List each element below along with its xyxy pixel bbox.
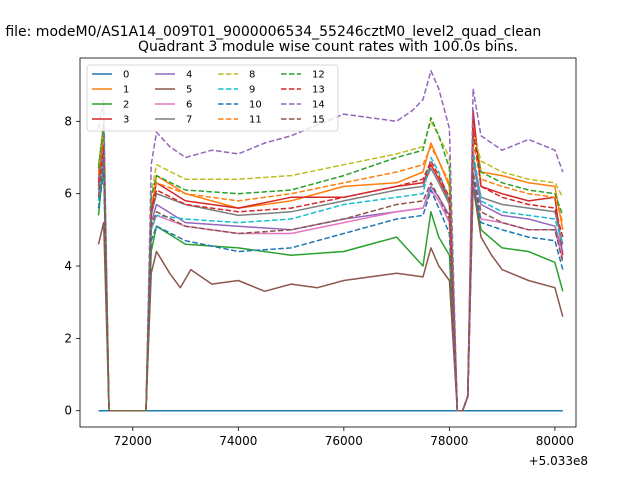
legend-box <box>86 64 339 132</box>
legend-label-8: 8 <box>249 70 255 81</box>
figure-suptitle: n file: modeM0/AS1A14_009T01_9000006534_… <box>0 24 541 40</box>
legend-label-0: 0 <box>123 70 129 81</box>
series-line-8 <box>97 120 564 412</box>
x-tick-label-78000: 78000 <box>430 434 468 448</box>
legend-label-12: 12 <box>312 70 325 81</box>
series-line-5 <box>97 185 564 412</box>
legend-label-9: 9 <box>249 85 255 96</box>
y-tick-label-2: 2 <box>64 331 72 345</box>
legend-label-2: 2 <box>123 100 129 111</box>
x-tick-label-72000: 72000 <box>114 434 152 448</box>
legend-label-6: 6 <box>186 100 192 111</box>
legend-label-11: 11 <box>249 115 262 126</box>
series-group <box>97 69 564 412</box>
y-tick-label-0: 0 <box>64 404 72 418</box>
x-tick-label-74000: 74000 <box>219 434 257 448</box>
y-tick-label-6: 6 <box>64 187 72 201</box>
series-line-13 <box>97 127 564 412</box>
legend-label-10: 10 <box>249 100 262 111</box>
x-tick-label-76000: 76000 <box>325 434 363 448</box>
series-line-14 <box>97 69 564 412</box>
axes-frame <box>79 57 577 428</box>
series-line-12 <box>97 116 564 412</box>
y-tick-label-8: 8 <box>64 114 72 128</box>
legend-label-4: 4 <box>186 70 192 81</box>
legend-label-3: 3 <box>123 115 129 126</box>
axes-layer: 72000 74000 76000 78000 80000 0 2 4 6 8 <box>64 57 577 448</box>
legend-label-13: 13 <box>312 85 325 96</box>
legend-label-1: 1 <box>123 85 129 96</box>
chart-title: Quadrant 3 module wise count rates with … <box>138 39 518 55</box>
x-offset-label: +5.033e8 <box>529 454 588 468</box>
legend-label-5: 5 <box>186 85 192 96</box>
y-tick-label-4: 4 <box>64 259 72 273</box>
legend-label-7: 7 <box>186 115 192 126</box>
series-layer <box>97 69 564 412</box>
legend-label-14: 14 <box>312 100 325 111</box>
legend-label-15: 15 <box>312 115 325 126</box>
x-tick-label-80000: 80000 <box>536 434 574 448</box>
